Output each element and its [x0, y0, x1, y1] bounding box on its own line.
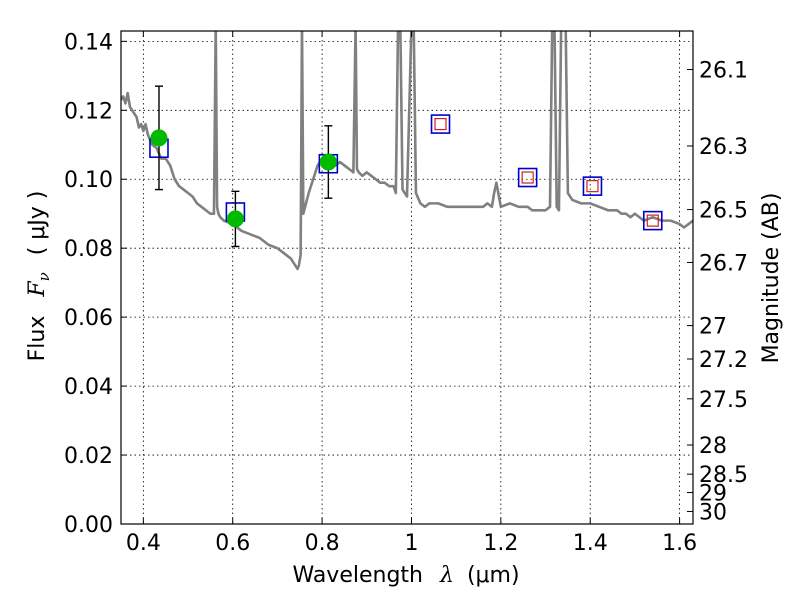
y-tick-label: 0.08	[64, 237, 113, 262]
x-tick-label: 1	[404, 531, 418, 556]
model-point-square	[521, 171, 534, 184]
x-axis-label: Wavelength λ (μm)	[292, 563, 519, 588]
plot-frame	[120, 30, 694, 525]
markers	[149, 85, 663, 248]
x-tick-label: 1.2	[483, 531, 518, 556]
y2-axis-label: Magnitude (AB)	[759, 193, 784, 364]
y2-tick-label: 26.7	[699, 251, 748, 276]
model-point-square	[646, 214, 659, 227]
observed-point	[150, 129, 168, 147]
model-point-square	[586, 180, 599, 193]
x-tick-label: 0.4	[126, 531, 161, 556]
y-tick-label: 0.10	[64, 168, 113, 193]
model-point-square	[434, 117, 447, 131]
y2-tick-label: 30	[699, 500, 727, 525]
model-band-box	[517, 167, 538, 188]
y2-tick-label: 27.2	[699, 348, 748, 373]
y2-tick-label: 29	[699, 482, 727, 507]
observed-point	[319, 153, 337, 171]
x-tick-label: 0.8	[305, 531, 340, 556]
y2-tick-label: 26.1	[699, 59, 748, 84]
plot-area	[121, 31, 693, 271]
x-axis: 0.4 0.6 0.8 1 1.2 1.4 1.6	[126, 31, 697, 556]
y-tick-label: 0.12	[64, 99, 113, 124]
y-tick-label: 0.06	[64, 306, 113, 331]
y-tick-label: 0.14	[64, 30, 113, 55]
y2-tick-label: 27	[699, 315, 727, 340]
y2-tick-label: 27.5	[699, 388, 748, 413]
model-band-box	[642, 210, 663, 231]
x-tick-label: 1.6	[662, 531, 697, 556]
spectrum-line	[121, 31, 693, 271]
y-tick-label: 0.00	[64, 513, 113, 538]
y-axis: 0.00 0.02 0.04 0.06 0.08 0.10 0.12 0.14	[64, 30, 127, 538]
x-tick-label: 1.4	[573, 531, 608, 556]
observed-point	[226, 210, 244, 228]
y-tick-label: 0.02	[64, 444, 113, 469]
y2-tick-label: 28	[699, 434, 727, 459]
x-tick-label: 0.6	[215, 531, 250, 556]
y2-tick-label: 26.3	[699, 135, 748, 160]
model-band-box	[582, 176, 603, 196]
model-band-box	[430, 114, 451, 134]
grid	[121, 31, 693, 525]
y2-tick-label: 26.5	[699, 199, 748, 224]
y2-tick-label: 28.5	[699, 463, 748, 488]
y-tick-label: 0.04	[64, 375, 113, 400]
y-axis-label: Flux Fν ( μJy )	[25, 191, 55, 362]
